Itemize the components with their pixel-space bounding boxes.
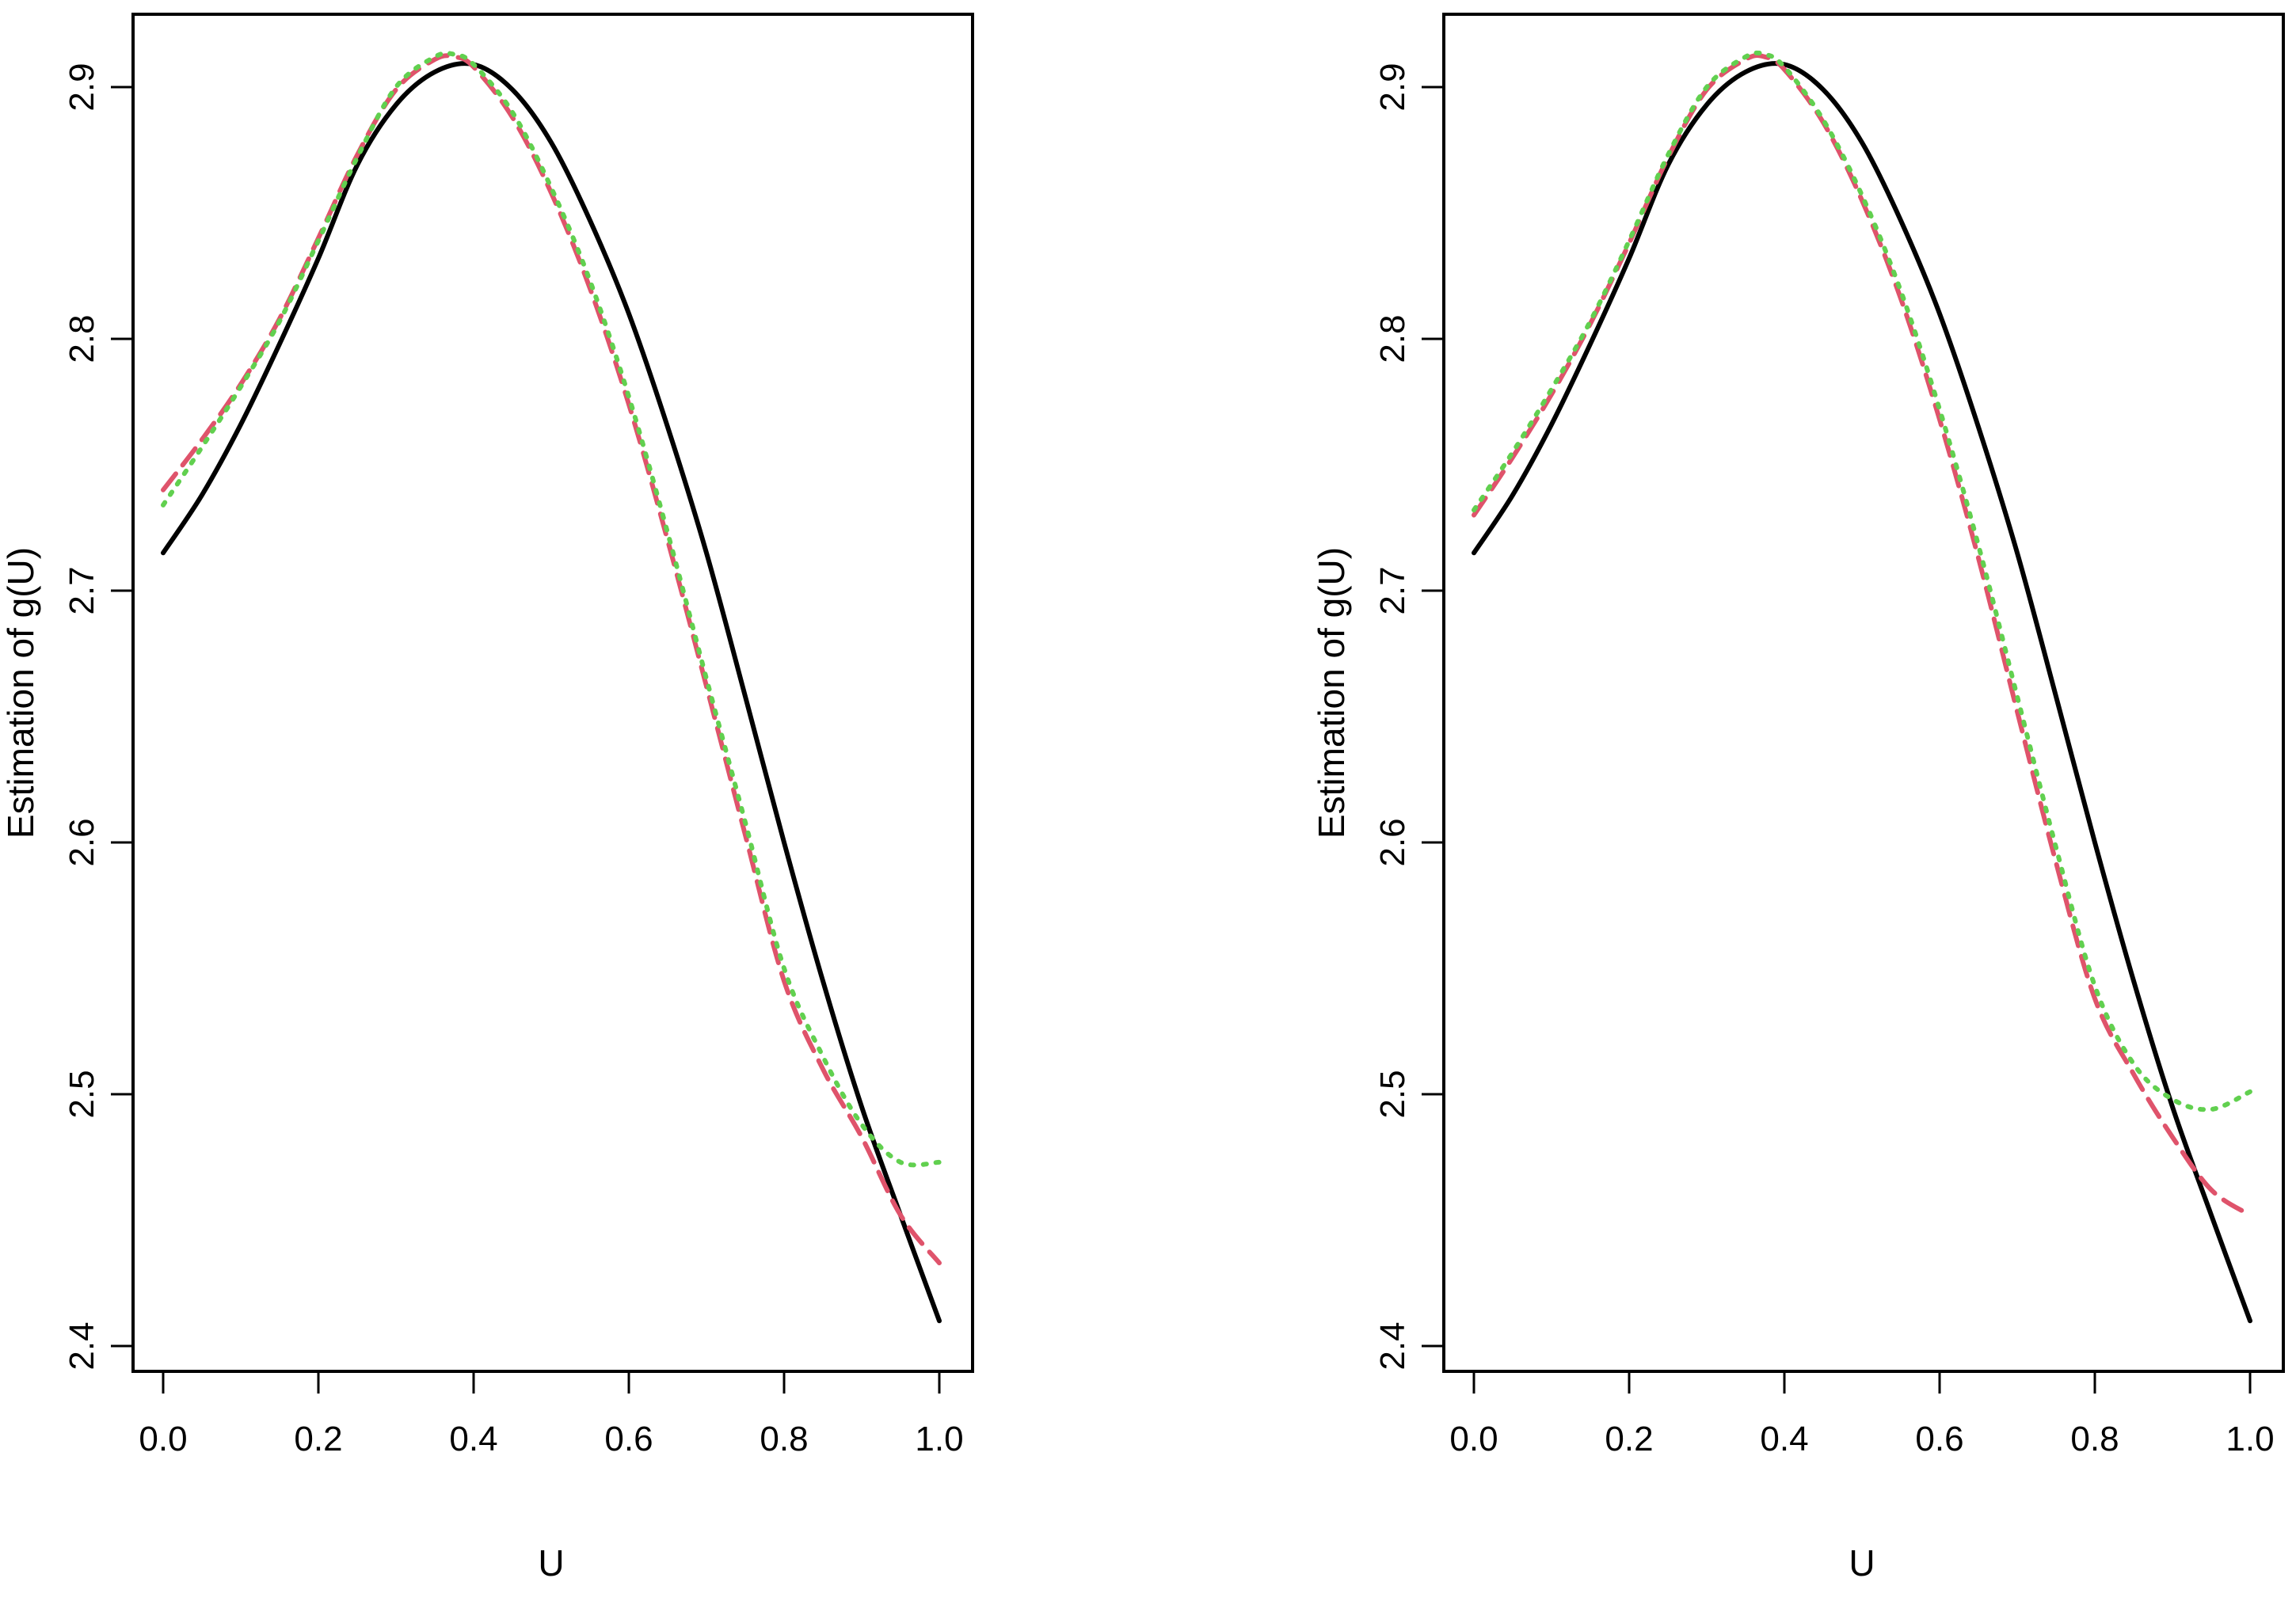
- x-tick-label: 0.4: [449, 1420, 497, 1458]
- series-line-solid: [1472, 61, 2252, 1324]
- y-tick-label: 2.7: [63, 566, 101, 614]
- x-tick-label: 1.0: [915, 1420, 963, 1458]
- y-tick-label: 2.8: [63, 314, 101, 363]
- y-tick-label: 2.7: [1373, 566, 1412, 614]
- plot-frame: [1442, 13, 2285, 1373]
- y-tick-label: 2.8: [1373, 314, 1412, 363]
- x-tick-label: 0.2: [1605, 1420, 1653, 1458]
- x-tick-label: 0.6: [604, 1420, 653, 1458]
- y-axis-title: Estimation of g(U): [0, 547, 41, 838]
- y-tick-label: 2.9: [63, 63, 101, 111]
- x-axis-title: U: [538, 1542, 564, 1584]
- series-line-dotted: [161, 51, 942, 1168]
- chart-panel-2: 0.0 0.2 0.4 0.6 0.8 1.0 2.4 2.5 2.6 2.7 2.8 2.9 U Est…: [1311, 13, 2285, 1584]
- x-tick-label: 0.8: [760, 1420, 808, 1458]
- series-line-dashed: [161, 53, 942, 1266]
- y-tick-label: 2.6: [1373, 818, 1412, 866]
- plot-frame: [131, 13, 974, 1373]
- chart-panel-1: 0.0 0.2 0.4 0.6 0.8 1.0 2.4 2.5 2.6 2.7 2.8 2.9 U Est…: [0, 13, 974, 1584]
- y-tick-label: 2.4: [63, 1321, 101, 1370]
- x-tick-label: 0.8: [2070, 1420, 2119, 1458]
- y-tick-label: 2.5: [1373, 1070, 1412, 1118]
- series-line-dotted: [1472, 50, 2252, 1112]
- x-tick-label: 0.6: [1915, 1420, 1963, 1458]
- y-axis-title: Estimation of g(U): [1311, 547, 1352, 838]
- x-tick-label: 0.0: [1449, 1420, 1498, 1458]
- x-axis-title: U: [1849, 1542, 1875, 1584]
- series-line-solid: [161, 61, 942, 1324]
- y-tick-label: 2.4: [1373, 1321, 1412, 1370]
- y-tick-label: 2.6: [63, 818, 101, 866]
- series-line-dashed: [1472, 53, 2252, 1218]
- x-tick-label: 1.0: [2226, 1420, 2274, 1458]
- y-tick-label: 2.9: [1373, 63, 1412, 111]
- x-tick-label: 0.2: [294, 1420, 342, 1458]
- x-tick-label: 0.4: [1760, 1420, 1808, 1458]
- y-tick-label: 2.5: [63, 1070, 101, 1118]
- x-tick-label: 0.0: [139, 1420, 187, 1458]
